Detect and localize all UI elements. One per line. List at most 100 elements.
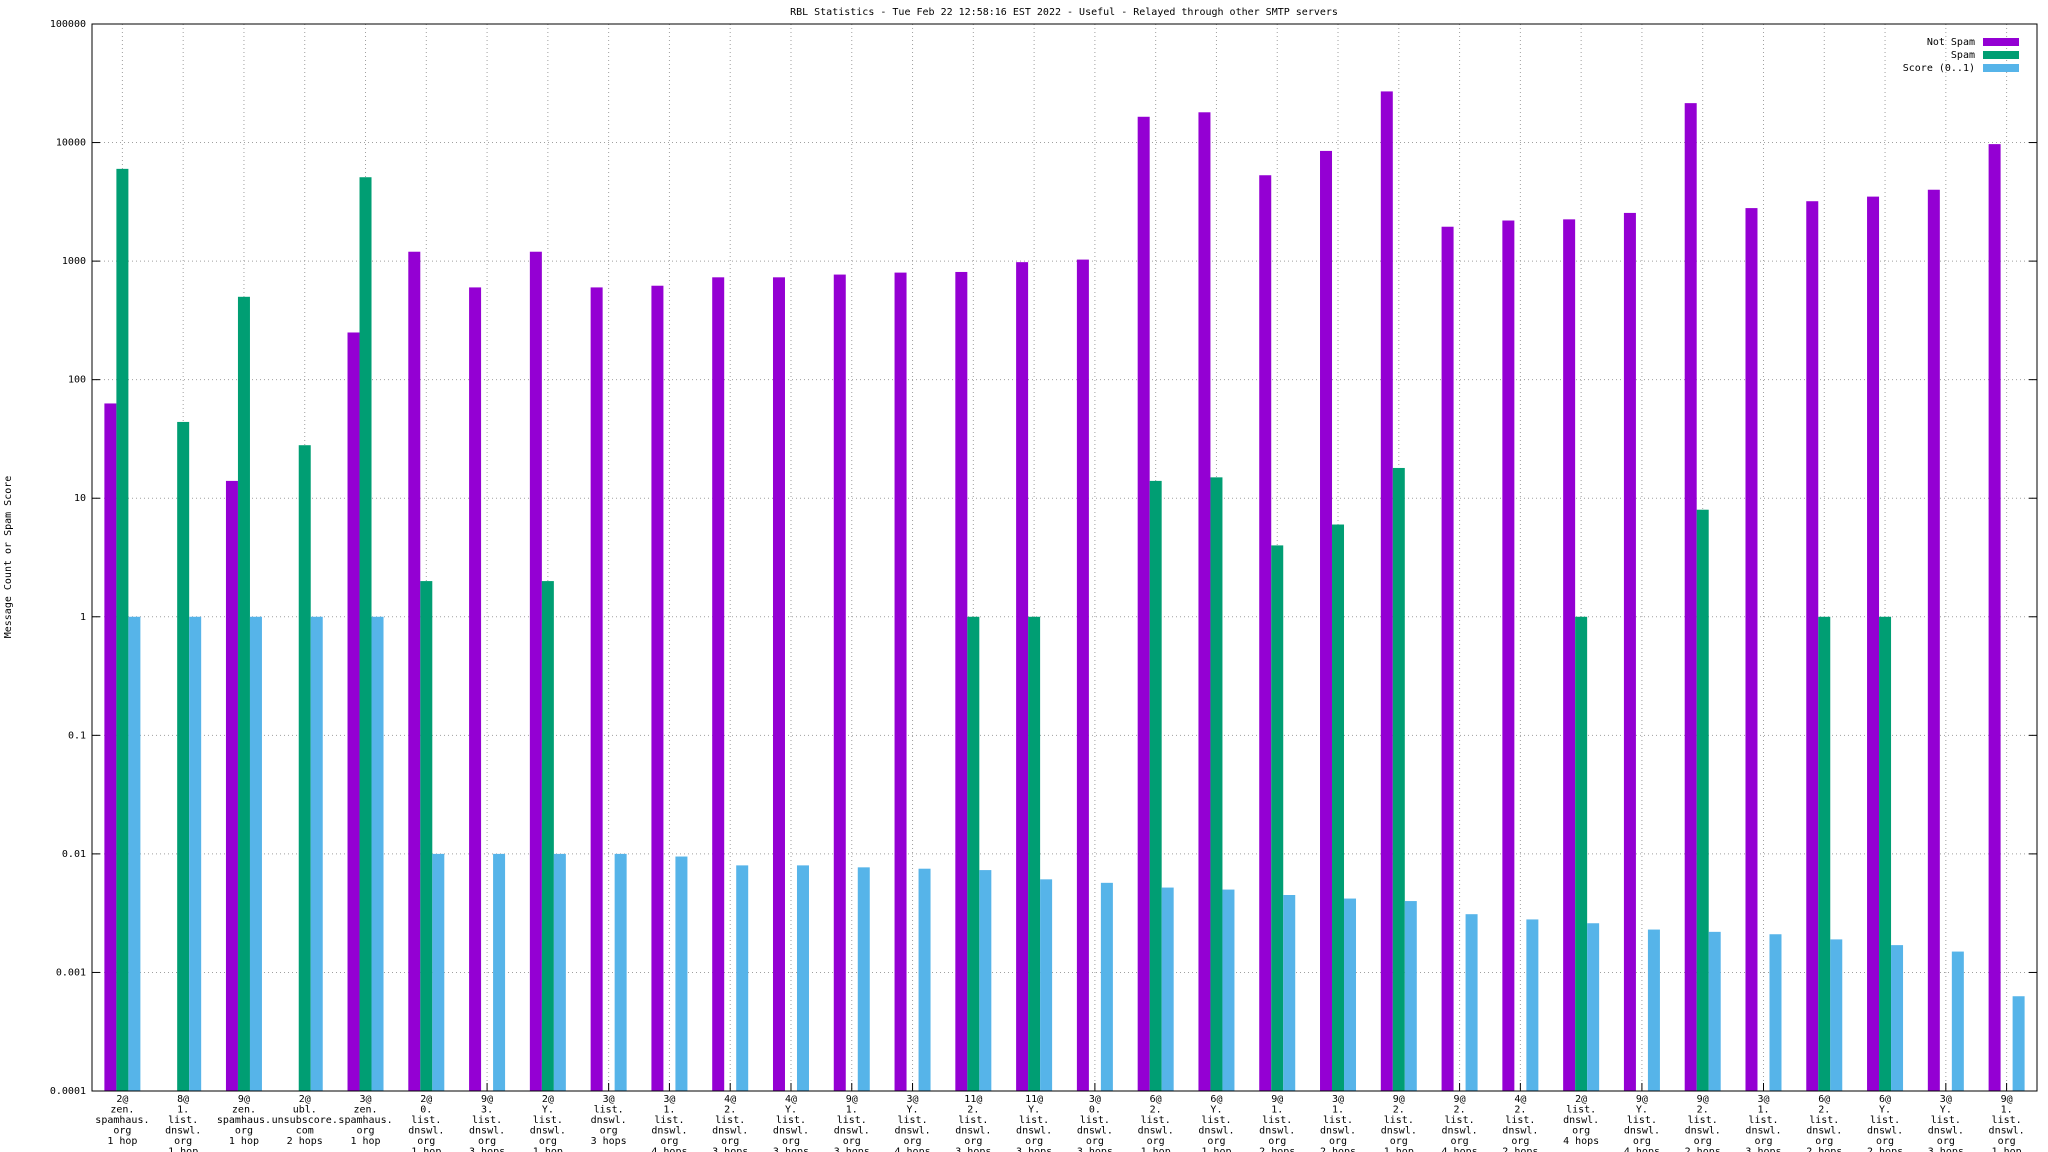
bar	[1137, 116, 1150, 1092]
x-tick-label: dnswl.	[1442, 1126, 1478, 1137]
x-tick-label: 9@	[1454, 1094, 1466, 1105]
bar	[310, 616, 323, 1091]
bar	[1028, 616, 1041, 1091]
x-tick-label: list.	[1566, 1105, 1596, 1116]
x-tick-label: dnswl.	[1563, 1115, 1599, 1126]
x-tick-label: 11@	[1025, 1094, 1043, 1105]
x-tick-label: 3.	[481, 1105, 493, 1116]
x-tick-label: 4 hops	[651, 1147, 687, 1152]
x-tick-label: Y.	[785, 1105, 797, 1116]
x-tick-label: org	[539, 1136, 557, 1147]
x-tick-label: 9@	[481, 1094, 493, 1105]
bar	[2012, 996, 2025, 1091]
x-tick-label: 9@	[1271, 1094, 1283, 1105]
x-tick-label: dnswl.	[1867, 1126, 1903, 1137]
x-tick-label: dnswl.	[530, 1126, 566, 1137]
bar	[541, 581, 554, 1091]
bar	[1283, 895, 1296, 1091]
x-tick-label: list.	[654, 1115, 684, 1126]
x-tick-label: 3@	[603, 1094, 615, 1105]
bar	[553, 853, 566, 1091]
bar	[1222, 889, 1235, 1091]
x-tick-label: 1.	[663, 1105, 675, 1116]
y-tick-label: 1	[80, 612, 86, 623]
x-tick-label: list.	[1019, 1115, 1049, 1126]
bar	[128, 616, 141, 1091]
x-tick-label: dnswl.	[408, 1126, 444, 1137]
x-tick-label: dnswl.	[1685, 1126, 1721, 1137]
bar	[1259, 175, 1272, 1091]
x-tick-label: 1.	[846, 1105, 858, 1116]
bar	[1830, 939, 1843, 1091]
x-tick-label: list.	[837, 1115, 867, 1126]
legend-swatch	[1983, 38, 2019, 46]
x-tick-label: ubl.	[293, 1105, 317, 1116]
bar	[796, 865, 809, 1091]
y-axis-label: Message Count or Spam Score	[3, 476, 14, 639]
bar	[1320, 150, 1333, 1091]
x-tick-label: 3@	[663, 1094, 675, 1105]
x-tick-label: 2.	[1454, 1105, 1466, 1116]
bar	[1404, 901, 1417, 1091]
bar	[1891, 945, 1904, 1091]
x-tick-label: 1 hop	[533, 1147, 563, 1152]
x-tick-label: dnswl.	[1198, 1126, 1234, 1137]
x-tick-label: list.	[411, 1115, 441, 1126]
plot-frame	[91, 23, 2038, 1092]
x-tick-label: zen.	[110, 1105, 134, 1116]
x-tick-label: 1 hop	[107, 1136, 137, 1147]
x-tick-label: 3@	[1332, 1094, 1344, 1105]
x-tick-label: 4@	[724, 1094, 736, 1105]
bar	[894, 272, 907, 1091]
x-tick-label: list.	[533, 1115, 563, 1126]
legend-label: Spam	[1951, 50, 1975, 61]
bar	[1441, 226, 1454, 1091]
x-tick-label: org	[1998, 1136, 2016, 1147]
x-tick-label: Y.	[1940, 1105, 1952, 1116]
x-tick-label: org	[1937, 1136, 1955, 1147]
bar	[1526, 919, 1539, 1091]
bar	[1161, 887, 1174, 1091]
x-tick-label: list.	[1931, 1115, 1961, 1126]
bar	[1818, 616, 1831, 1091]
legend-swatch	[1983, 64, 2019, 72]
x-tick-label: 0.	[1089, 1105, 1101, 1116]
x-tick-label: 3 hops	[591, 1136, 627, 1147]
x-tick-label: list.	[472, 1115, 502, 1126]
y-tick-label: 10000	[56, 138, 86, 149]
x-tick-label: org	[1268, 1136, 1286, 1147]
x-tick-label: 1 hop	[350, 1136, 380, 1147]
x-tick-label: org	[1633, 1136, 1651, 1147]
x-tick-label: 4 hops	[894, 1147, 930, 1152]
x-tick-label: 6@	[1150, 1094, 1162, 1105]
chart-title: RBL Statistics - Tue Feb 22 12:58:16 EST…	[790, 7, 1338, 18]
y-tick-label: 0.1	[68, 730, 86, 741]
x-tick-label: dnswl.	[165, 1126, 201, 1137]
x-tick-label: list.	[1323, 1115, 1353, 1126]
bar	[736, 865, 749, 1091]
x-tick-label: 2.	[1697, 1105, 1709, 1116]
bar	[614, 853, 627, 1091]
x-tick-label: 9@	[1636, 1094, 1648, 1105]
x-tick-label: list.	[1201, 1115, 1231, 1126]
x-tick-label: list.	[958, 1115, 988, 1126]
x-tick-label: dnswl.	[1320, 1126, 1356, 1137]
x-tick-label: Y.	[907, 1105, 919, 1116]
x-tick-label: 3 hops	[1745, 1147, 1781, 1152]
x-tick-label: dnswl.	[1806, 1126, 1842, 1137]
x-tick-label: 1.	[177, 1105, 189, 1116]
x-tick-label: org	[1025, 1136, 1043, 1147]
bar	[1769, 934, 1782, 1091]
bar	[590, 287, 603, 1092]
y-tick-label: 0.001	[56, 967, 86, 978]
x-tick-label: org	[1147, 1136, 1165, 1147]
x-tick-label: org	[1451, 1136, 1469, 1147]
x-tick-label: dnswl.	[1259, 1126, 1295, 1137]
x-tick-label: 3 hops	[955, 1147, 991, 1152]
bar	[1149, 480, 1162, 1091]
bar	[347, 332, 360, 1092]
x-tick-label: 3 hops	[1928, 1147, 1964, 1152]
x-tick-label: 2.	[724, 1105, 736, 1116]
x-tick-label: 4@	[1514, 1094, 1526, 1105]
